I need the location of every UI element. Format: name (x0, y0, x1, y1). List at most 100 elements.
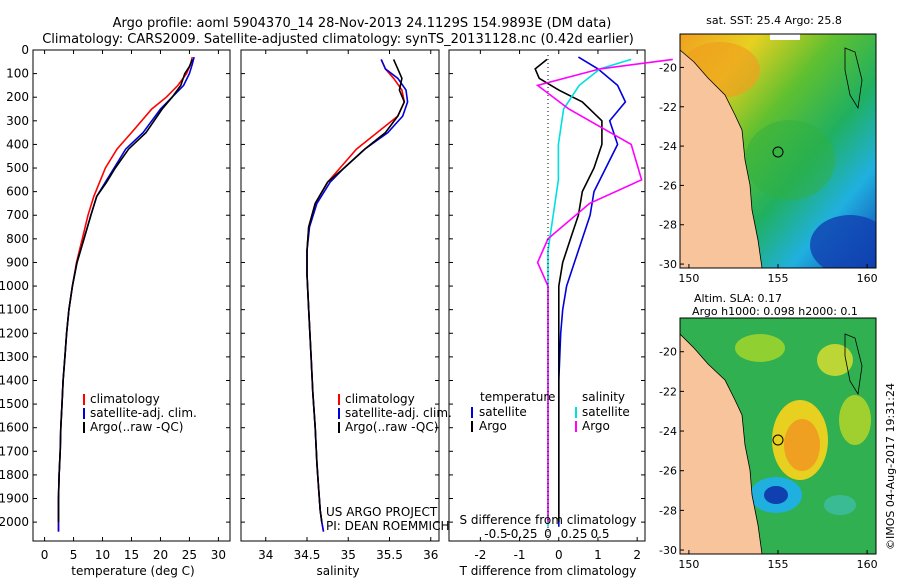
s-tick-label: -0.25 (506, 527, 537, 541)
y-tick-label: 400 (6, 137, 29, 151)
x-tick-label: 10 (95, 548, 110, 562)
sst-land (680, 34, 762, 268)
series-layer (57, 56, 673, 532)
y-tick-label: 700 (6, 208, 29, 222)
imos-watermark: ©IMOS 04-Aug-2017 19:31:24 (884, 383, 897, 550)
y-tick-label: 500 (6, 161, 29, 175)
x-tick-label: 0 (555, 548, 563, 562)
y-tick-label: 1500 (0, 397, 29, 411)
legend-satellite: satellite-adj. clim. (90, 406, 197, 420)
y-tick-label: 1000 (0, 279, 29, 293)
map-y-label: -30 (659, 544, 677, 557)
legend-temperature-heading: temperature (480, 390, 555, 404)
salinity-legend: climatology satellite-adj. clim. Argo(..… (338, 392, 452, 434)
x-tick-label: 15 (124, 548, 139, 562)
s-tick-label: 0.5 (590, 527, 609, 541)
sst-argo-marker (772, 146, 784, 158)
x-tick-label: 5 (70, 548, 78, 562)
series-argo (306, 59, 406, 523)
map-y-label: -22 (659, 385, 677, 398)
series-t-argo (534, 58, 603, 523)
x-tick-label: 30 (211, 548, 226, 562)
difference-legend: temperature salinity satellite Argo sate… (471, 390, 630, 433)
sst-coastline (680, 49, 763, 268)
sla-axes: 150 155 160 -20 -22 -24 -26 -28 -30 (659, 346, 878, 571)
series-t-satellite (557, 56, 627, 527)
x-tick-label: 35.5 (376, 548, 403, 562)
project-line1: US ARGO PROJECT (326, 505, 438, 519)
legend-s-argo: Argo (582, 419, 610, 433)
sla-high-5 (817, 344, 853, 376)
sla-map-subtitle: Argo h1000: 0.098 h2000: 0.1 (692, 305, 858, 318)
s-tick-label: 0 (544, 527, 552, 541)
y-tick-label: 900 (6, 255, 29, 269)
map-y-label: -22 (659, 101, 677, 114)
y-tick-label: 100 (6, 67, 29, 81)
sla-high-2 (784, 419, 820, 471)
map-y-label: -30 (659, 258, 677, 271)
sst-map (680, 34, 876, 268)
map-y-label: -20 (659, 346, 677, 359)
sla-coastline (680, 333, 763, 554)
x-tick-label: 2 (633, 548, 641, 562)
map-y-label: -24 (659, 140, 677, 153)
series-argo (57, 59, 194, 523)
s-difference-ticks: -0.5-0.25 0 0.25 0.5 (484, 527, 609, 541)
y-tick-label: 600 (6, 185, 29, 199)
map-y-label: -28 (659, 504, 677, 517)
series-climatology (57, 56, 194, 532)
header-line2: Climatology: CARS2009. Satellite-adjuste… (42, 32, 634, 47)
y-tick-label: 1200 (0, 326, 29, 340)
salinity-plot-frame (240, 49, 440, 542)
series-s-argo (535, 58, 673, 523)
sst-map-title: sat. SST: 25.4 Argo: 25.8 (706, 14, 842, 27)
temperature-axis-label: temperature (deg C) (71, 564, 194, 578)
x-tick-label: 34.5 (294, 548, 321, 562)
sst-green-patch (745, 120, 835, 200)
legend-climatology: climatology (345, 392, 415, 406)
map-x-label: 160 (857, 558, 878, 571)
legend-climatology: climatology (90, 392, 160, 406)
y-tick-label: 1400 (0, 373, 29, 387)
y-tick-label: 1300 (0, 350, 29, 364)
map-y-label: -28 (659, 219, 677, 232)
sla-map-title: Altim. SLA: 0.17 (694, 292, 782, 305)
x-tick-label: 34 (258, 548, 273, 562)
sla-reef (844, 333, 863, 396)
map-y-label: -24 (659, 425, 677, 438)
map-y-label: -26 (659, 179, 677, 192)
sst-reef (844, 47, 863, 110)
legend-s-satellite: satellite (582, 405, 630, 419)
header-line1: Argo profile: aoml 5904370_14 28-Nov-201… (113, 16, 612, 31)
sla-low-3 (824, 495, 856, 515)
legend-salinity-heading: salinity (582, 390, 625, 404)
s-difference-label: S difference from climatology (460, 513, 637, 527)
y-tick-label: 2000 (0, 515, 29, 529)
difference-plot-frame (448, 49, 646, 542)
x-tick-label: 35 (341, 548, 356, 562)
series-satellite (306, 59, 409, 532)
sla-land (680, 334, 762, 554)
x-tick-label: 36 (423, 548, 438, 562)
y-tick-label: 1900 (0, 492, 29, 506)
y-tick-label: 1100 (0, 303, 29, 317)
y-tick-label: 0 (21, 43, 29, 57)
x-tick-label: -1 (514, 548, 526, 562)
sst-cold-patch (810, 215, 876, 268)
sla-high-4 (839, 395, 871, 445)
y-tick-label: 200 (6, 90, 29, 104)
sla-high-3 (735, 334, 785, 362)
legend-t-satellite: satellite (479, 405, 527, 419)
salinity-axis-label: salinity (316, 564, 359, 578)
legend-t-argo: Argo (479, 419, 507, 433)
sst-axes: 150 155 160 -20 -22 -24 -26 -28 -30 (659, 61, 878, 285)
project-line2: PI: DEAN ROEMMICH (326, 519, 449, 533)
sla-low-2 (764, 486, 788, 504)
legend-argo: Argo(..raw -QC) (90, 420, 183, 434)
map-y-label: -20 (659, 61, 677, 74)
x-tick-label: 0 (41, 548, 49, 562)
legend-satellite: satellite-adj. clim. (345, 406, 452, 420)
map-x-label: 155 (768, 272, 789, 285)
map-y-label: -26 (659, 465, 677, 478)
y-tick-label: 1600 (0, 421, 29, 435)
